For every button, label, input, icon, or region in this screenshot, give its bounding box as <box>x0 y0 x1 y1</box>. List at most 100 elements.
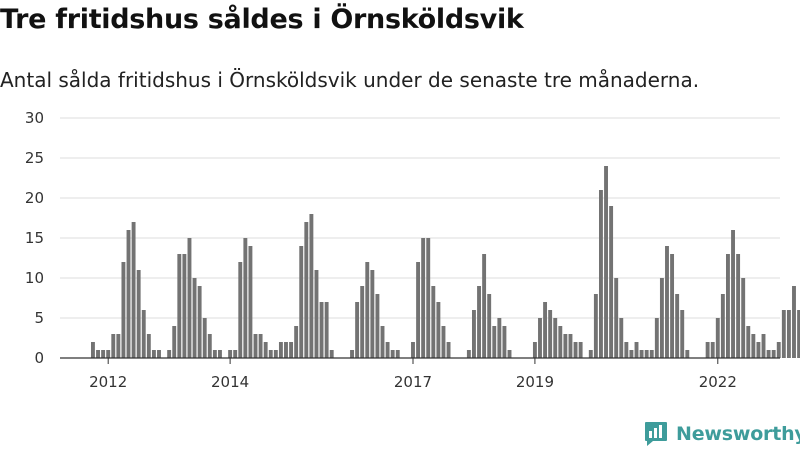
bar <box>639 350 644 358</box>
bar-chart: 0510152025302012201420172019202220243 <box>25 109 800 391</box>
bar <box>482 254 487 358</box>
bar <box>659 278 664 358</box>
bar <box>507 350 512 358</box>
bar <box>243 238 248 358</box>
bar <box>273 350 278 358</box>
bar <box>746 326 751 358</box>
bar <box>710 342 715 358</box>
bar <box>431 286 436 358</box>
y-tick-label: 10 <box>25 269 44 287</box>
bar <box>278 342 283 358</box>
y-tick-label: 0 <box>34 349 44 367</box>
bar <box>141 310 146 358</box>
newsworthy-chart-icon <box>645 422 667 446</box>
bar <box>726 254 730 358</box>
bar <box>370 270 375 358</box>
bar <box>781 310 786 358</box>
bar <box>96 350 100 358</box>
bar <box>106 350 111 358</box>
bar <box>593 294 598 358</box>
bar <box>756 342 761 358</box>
bar <box>426 238 431 358</box>
bar <box>675 294 680 358</box>
bar <box>411 342 415 358</box>
bar <box>766 350 771 358</box>
bar <box>604 166 608 358</box>
bar <box>111 334 116 358</box>
y-tick-label: 30 <box>25 109 44 127</box>
bar <box>263 342 268 358</box>
bar <box>172 326 177 358</box>
bar <box>395 350 400 358</box>
bar <box>685 350 690 358</box>
bar <box>218 350 222 358</box>
bar <box>624 342 629 358</box>
bar <box>472 310 476 358</box>
bar <box>497 318 502 358</box>
bar <box>182 254 187 358</box>
bar <box>421 238 426 358</box>
bar <box>126 230 131 358</box>
bar <box>233 350 238 358</box>
y-tick-label: 20 <box>25 189 44 207</box>
x-tick-label: 2017 <box>394 373 432 391</box>
bar <box>284 342 288 358</box>
bar <box>619 318 624 358</box>
bar <box>705 342 710 358</box>
bar <box>538 318 542 358</box>
bar <box>487 294 492 358</box>
bar <box>365 262 370 358</box>
bar <box>786 310 791 358</box>
bar <box>157 350 161 358</box>
bar <box>771 350 776 358</box>
bar <box>634 342 639 358</box>
x-tick-label: 2019 <box>516 373 554 391</box>
bar <box>654 318 659 358</box>
bar <box>736 254 741 358</box>
bar <box>375 294 380 358</box>
bar <box>350 350 354 358</box>
bar <box>177 254 182 358</box>
bar <box>187 238 192 358</box>
bar <box>299 246 304 358</box>
bar <box>314 270 319 358</box>
bar <box>329 350 334 358</box>
bar <box>466 350 471 358</box>
bar <box>202 318 207 358</box>
y-tick-label: 5 <box>34 309 44 327</box>
bar <box>324 302 329 358</box>
bar <box>629 350 634 358</box>
bar <box>741 278 746 358</box>
bar <box>167 350 172 358</box>
page-title: Tre fritidshus såldes i Örnsköldsvik <box>0 4 524 35</box>
bar <box>502 326 507 358</box>
bar <box>385 342 390 358</box>
bar <box>715 318 720 358</box>
x-tick-label: 2012 <box>89 373 127 391</box>
y-tick-label: 25 <box>25 149 44 167</box>
bar <box>360 286 365 358</box>
bar <box>553 318 558 358</box>
bar <box>380 326 385 358</box>
brand-logo: Newsworthy <box>644 420 800 448</box>
bar <box>477 286 481 358</box>
bar <box>390 350 395 358</box>
bar <box>578 342 583 358</box>
bar <box>248 246 253 358</box>
bar <box>599 190 603 358</box>
bar <box>558 326 563 358</box>
bar <box>563 334 568 358</box>
bar <box>680 310 685 358</box>
bar <box>136 270 141 358</box>
bar <box>797 310 800 358</box>
bar <box>146 334 151 358</box>
bar <box>268 350 273 358</box>
bar <box>101 350 106 358</box>
bar <box>532 342 537 358</box>
bar <box>197 286 202 358</box>
bar <box>116 334 121 358</box>
bar <box>91 342 95 358</box>
y-tick-label: 15 <box>25 229 44 247</box>
bar <box>151 350 156 358</box>
bar <box>573 342 578 358</box>
